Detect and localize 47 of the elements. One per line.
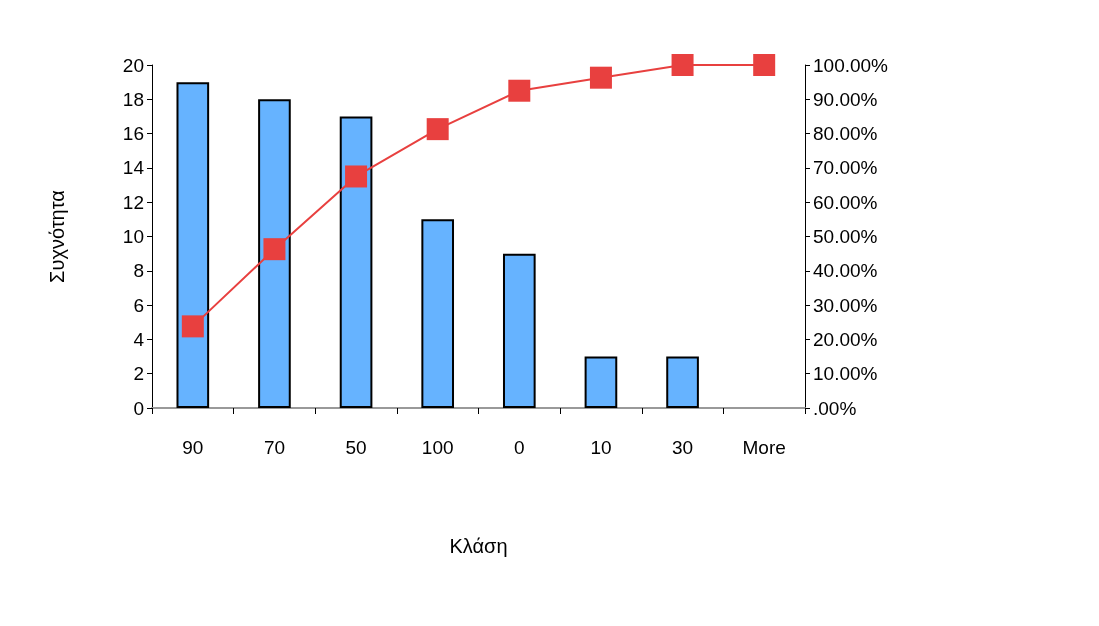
x-tick-label: 100 [421,437,454,458]
y2-tick-label: 50.00% [813,226,878,247]
y2-tick-label: 100.00% [813,54,889,76]
y-tick-label: 20 [122,54,144,76]
x-axis-title: Κλάση [449,535,508,557]
y2-tick-label: 60.00% [813,191,878,213]
y2-tick-label: 40.00% [813,260,878,282]
point [753,54,776,76]
y-axis-title: Συχνότητα [46,190,68,283]
point [426,118,449,141]
point [345,165,368,188]
bar [421,219,455,408]
point [589,66,612,89]
x-tick-label: More [742,437,786,458]
point [508,79,531,102]
y-tick-label: 12 [122,191,144,213]
y2-tick-label: 20.00% [813,328,878,350]
bar [258,99,291,408]
bar [502,253,536,408]
y2-tick-label: 10.00% [813,363,878,385]
bar [666,356,699,408]
point [181,315,204,338]
y2-tick-label: 70.00% [813,157,878,179]
bar [339,116,373,408]
y-tick-label: 8 [133,260,144,282]
y-tick-label: 18 [122,88,144,110]
y-tick-label: 2 [133,363,144,385]
x-tick-label: 70 [263,437,286,458]
point [671,54,694,76]
x-tick-label: 10 [590,437,612,458]
y-tick-label: 10 [122,226,144,247]
y-tick-label: 4 [133,328,145,350]
y2-tick-label: .00% [813,397,857,419]
y-tick-label: 0 [133,397,144,419]
y2-tick-label: 80.00% [813,123,878,145]
point [263,238,286,261]
y2-tick-label: 30.00% [813,294,878,316]
x-tick-label: 0 [514,437,525,458]
x-tick-label: 90 [182,437,204,458]
y-tick-label: 16 [122,123,144,145]
y2-tick-label: 90.00% [813,88,878,110]
bar [584,356,618,408]
y-tick-label: 14 [122,157,145,179]
x-tick-label: 30 [671,437,694,458]
x-tick-label: 50 [345,437,367,458]
y-tick-label: 6 [133,294,144,316]
bar [176,82,210,408]
